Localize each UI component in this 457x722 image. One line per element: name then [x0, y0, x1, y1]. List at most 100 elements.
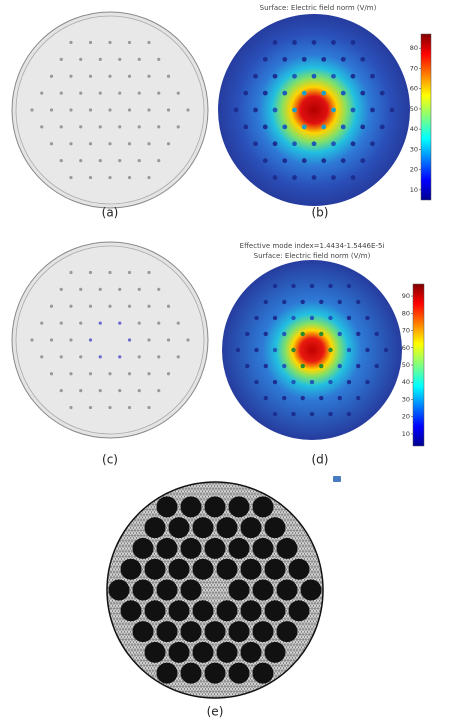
hole — [301, 90, 307, 96]
hole — [88, 175, 93, 180]
hole — [108, 405, 112, 410]
hole — [340, 158, 346, 164]
hole — [282, 331, 287, 337]
hole — [340, 90, 346, 96]
hole — [137, 355, 141, 359]
hole — [176, 321, 180, 325]
hole — [180, 537, 202, 559]
hole — [240, 600, 262, 622]
hole — [108, 175, 112, 180]
colorbar — [420, 33, 432, 201]
panel-header: Effective mode index=1.4434-1.5446E-5i — [240, 242, 385, 250]
hole — [108, 270, 112, 275]
hole — [88, 338, 93, 342]
hole — [272, 283, 278, 289]
hole — [228, 537, 250, 559]
hole — [243, 124, 249, 130]
hole — [383, 347, 389, 353]
hole — [127, 74, 132, 78]
hole — [98, 57, 102, 61]
hole — [98, 287, 102, 291]
hole — [79, 125, 83, 129]
colorbar-tick-label: 50 — [410, 105, 418, 113]
hole — [300, 579, 322, 601]
hole — [30, 338, 34, 342]
hole — [282, 363, 287, 369]
hole — [365, 347, 370, 353]
hole — [59, 389, 63, 393]
hole — [328, 283, 333, 289]
hole — [88, 270, 93, 275]
hole — [291, 411, 296, 417]
hole — [79, 57, 83, 61]
hole — [144, 600, 166, 622]
hole — [350, 73, 356, 79]
hole — [328, 315, 333, 321]
field-map — [222, 260, 402, 440]
hole — [59, 57, 63, 61]
hole — [120, 558, 142, 580]
hole — [240, 517, 262, 539]
hole — [311, 40, 317, 45]
hole — [147, 175, 151, 180]
colorbar-tick-label: 30 — [410, 145, 418, 153]
panel-header: Surface: Electric field norm (V/m) — [254, 252, 371, 260]
hole — [168, 517, 190, 539]
hole — [282, 90, 288, 96]
hole — [147, 108, 151, 112]
hole — [264, 641, 286, 663]
hole — [331, 107, 336, 113]
hole — [300, 363, 305, 369]
hole — [186, 108, 190, 112]
hole — [360, 90, 366, 96]
fiber-cladding — [15, 245, 205, 435]
hole — [98, 321, 102, 325]
hole — [272, 40, 278, 45]
hole — [263, 363, 268, 369]
hole — [108, 74, 112, 78]
hole — [282, 158, 288, 164]
hole — [69, 40, 73, 45]
hole — [360, 56, 366, 62]
hole — [301, 56, 307, 62]
hole — [108, 579, 130, 601]
hole — [69, 372, 73, 376]
hole — [328, 411, 333, 417]
colorbar-tick-label: 40 — [410, 125, 418, 133]
air-holes — [235, 283, 389, 417]
hole — [40, 321, 44, 325]
hole — [98, 159, 102, 163]
hole — [166, 338, 171, 342]
hole — [370, 141, 375, 147]
hole — [147, 304, 151, 308]
hole — [69, 338, 73, 342]
hole — [311, 175, 317, 180]
hole — [49, 108, 54, 112]
hole — [328, 379, 333, 385]
hole — [176, 91, 180, 95]
hole — [127, 372, 132, 376]
hole — [118, 389, 122, 393]
hole — [147, 405, 151, 410]
hole — [157, 389, 161, 393]
hole — [30, 108, 34, 112]
colorbar-tick-label: 50 — [402, 361, 410, 369]
hole — [204, 537, 226, 559]
hole — [291, 347, 296, 353]
hole — [252, 537, 274, 559]
hole — [216, 641, 238, 663]
panel-label: (d) — [312, 453, 329, 467]
hole — [263, 299, 268, 305]
hole — [98, 355, 102, 359]
hole — [69, 405, 73, 410]
colorbar-tick-label: 80 — [410, 44, 418, 52]
hole — [147, 338, 151, 342]
hole — [309, 315, 315, 321]
hole — [127, 405, 132, 410]
hole — [147, 270, 151, 275]
hole — [88, 405, 93, 410]
hole — [118, 91, 122, 95]
hole — [118, 355, 122, 359]
colorbar-tick-label: 80 — [402, 309, 410, 317]
hole — [337, 395, 342, 401]
